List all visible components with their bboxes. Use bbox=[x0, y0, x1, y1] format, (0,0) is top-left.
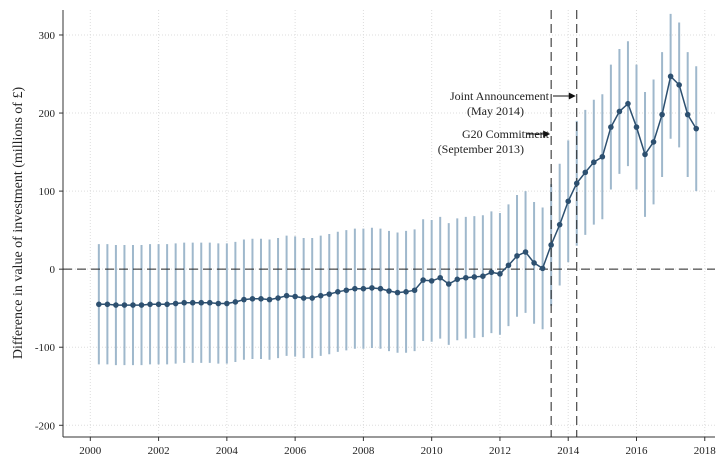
point bbox=[488, 269, 495, 276]
point bbox=[189, 299, 196, 306]
y-tick-label: 0 bbox=[50, 264, 56, 276]
point bbox=[155, 301, 162, 308]
point bbox=[684, 111, 691, 118]
point bbox=[334, 289, 341, 295]
point bbox=[480, 273, 486, 279]
point bbox=[522, 249, 529, 255]
point bbox=[164, 301, 170, 308]
point bbox=[249, 296, 256, 302]
point bbox=[591, 159, 597, 166]
point bbox=[360, 285, 367, 292]
point bbox=[317, 292, 324, 299]
annotation-arrowhead bbox=[543, 130, 551, 138]
point bbox=[659, 111, 665, 118]
point bbox=[497, 271, 503, 277]
point bbox=[386, 288, 392, 294]
annotation: G20 Commitment bbox=[462, 127, 550, 141]
annotation: (May 2014) bbox=[467, 104, 524, 118]
point bbox=[403, 289, 409, 295]
point bbox=[232, 299, 239, 305]
point bbox=[676, 82, 682, 88]
x-tick-label: 2006 bbox=[284, 445, 307, 457]
point bbox=[420, 277, 426, 283]
point bbox=[556, 221, 563, 228]
point bbox=[266, 296, 273, 303]
annotation-arrowhead bbox=[568, 92, 576, 100]
point bbox=[130, 302, 136, 308]
y-tick-label: -200 bbox=[35, 420, 56, 432]
y-tick-label: -100 bbox=[35, 342, 56, 354]
x-tick-label: 2018 bbox=[694, 445, 717, 457]
point bbox=[275, 295, 281, 301]
point bbox=[565, 198, 572, 205]
point bbox=[445, 281, 452, 287]
point bbox=[292, 293, 298, 300]
annotation: Joint Announcement bbox=[450, 89, 550, 103]
x-tick-label: 2000 bbox=[79, 445, 102, 457]
point bbox=[181, 299, 187, 306]
point bbox=[326, 291, 333, 297]
point bbox=[283, 292, 290, 299]
x-tick-label: 2010 bbox=[421, 445, 444, 457]
point bbox=[300, 295, 307, 301]
point bbox=[172, 300, 179, 307]
y-tick-label: 200 bbox=[39, 108, 56, 120]
annotation: (September 2013) bbox=[438, 142, 524, 156]
x-tick-label: 2008 bbox=[352, 445, 375, 457]
point bbox=[113, 302, 119, 308]
x-tick-label: 2016 bbox=[625, 445, 648, 457]
point bbox=[599, 153, 606, 160]
x-tick-label: 2004 bbox=[216, 445, 239, 457]
point bbox=[121, 302, 128, 308]
point bbox=[642, 151, 648, 158]
point bbox=[531, 260, 537, 266]
point bbox=[463, 274, 469, 281]
point bbox=[693, 125, 700, 132]
point bbox=[514, 253, 520, 259]
point bbox=[198, 299, 205, 306]
point bbox=[548, 242, 554, 248]
point bbox=[352, 285, 358, 292]
point bbox=[377, 285, 384, 292]
point bbox=[454, 276, 461, 283]
point bbox=[241, 296, 247, 303]
point bbox=[608, 124, 614, 130]
point bbox=[138, 302, 145, 308]
point bbox=[215, 300, 222, 307]
point bbox=[505, 262, 512, 269]
point bbox=[369, 285, 375, 291]
point bbox=[582, 169, 589, 176]
point bbox=[625, 100, 631, 107]
y-axis-label: Difference in value of investment (milli… bbox=[11, 87, 26, 360]
point bbox=[147, 301, 153, 308]
point bbox=[633, 124, 640, 130]
point bbox=[437, 274, 444, 281]
point bbox=[411, 287, 418, 294]
point bbox=[343, 287, 350, 294]
point bbox=[428, 278, 435, 284]
y-tick-label: 300 bbox=[39, 30, 56, 42]
point bbox=[224, 300, 230, 307]
point bbox=[650, 139, 657, 145]
x-tick-label: 2012 bbox=[489, 445, 511, 457]
x-tick-label: 2002 bbox=[148, 445, 170, 457]
point bbox=[309, 295, 315, 301]
point bbox=[616, 108, 623, 115]
point bbox=[471, 274, 478, 280]
point bbox=[394, 289, 401, 296]
point bbox=[539, 265, 546, 272]
point bbox=[258, 296, 264, 302]
point bbox=[96, 301, 102, 308]
y-tick-label: 100 bbox=[39, 186, 56, 198]
x-tick-label: 2014 bbox=[557, 445, 580, 457]
point bbox=[667, 73, 674, 80]
point bbox=[206, 299, 213, 306]
point bbox=[573, 180, 580, 187]
point bbox=[104, 301, 111, 308]
